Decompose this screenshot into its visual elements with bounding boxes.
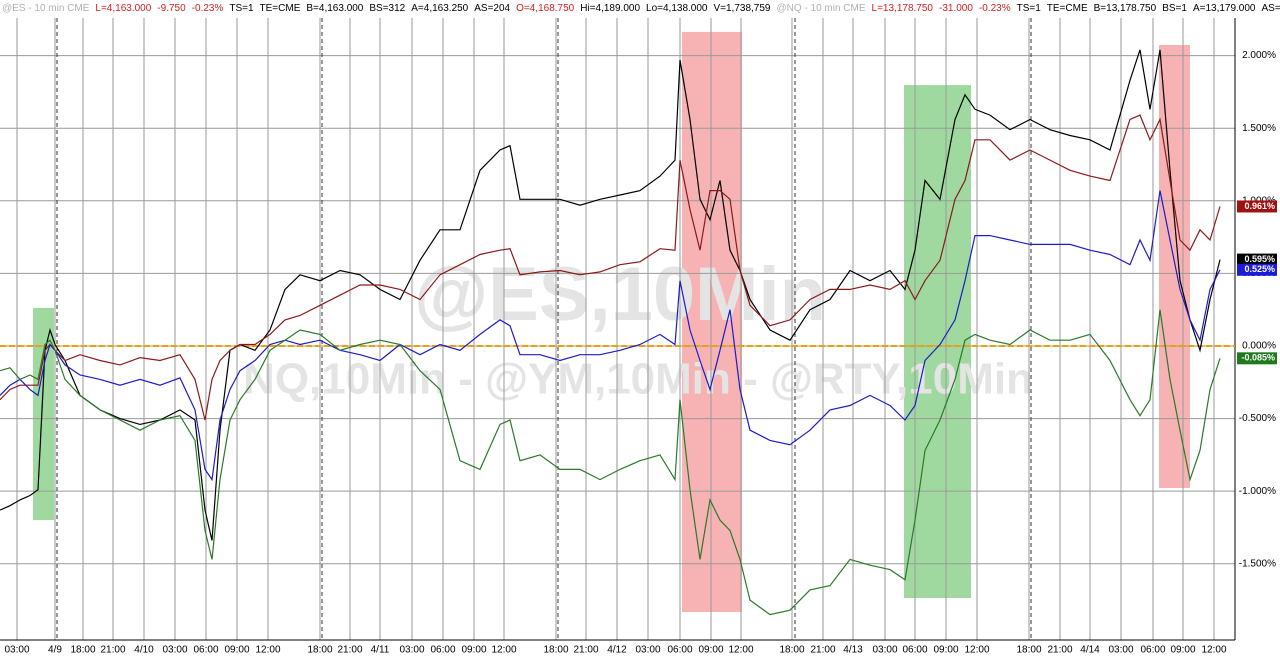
- quote-field: L=4,163.000: [95, 3, 152, 14]
- y-tick-label: 2.000%: [1242, 50, 1276, 61]
- value-label: -0.085%: [1241, 353, 1275, 363]
- x-tick-label: 06:00: [193, 645, 218, 656]
- value-label-box: [1237, 263, 1277, 276]
- x-tick-label: 09:00: [1170, 645, 1195, 656]
- series-line: [0, 114, 1221, 421]
- x-tick-label: 12:00: [964, 645, 989, 656]
- x-tick-label: 03:00: [1108, 645, 1133, 656]
- quote-field: BS=312: [369, 3, 406, 14]
- x-tick-label: 12:00: [255, 645, 280, 656]
- x-tick-label: 18:00: [543, 645, 568, 656]
- x-tick-label: 06:00: [667, 645, 692, 656]
- x-tick-label: 4/9: [48, 645, 62, 656]
- x-tick-label: 4/13: [843, 645, 863, 656]
- y-tick-label: -1.500%: [1239, 558, 1276, 569]
- highlight-zone: [33, 307, 54, 521]
- quote-field: @NQ - 10 min CME: [776, 3, 866, 14]
- x-tick-label: 18:00: [1016, 645, 1041, 656]
- x-tick-label: 09:00: [461, 645, 486, 656]
- quote-field: TE=CME: [259, 3, 301, 14]
- x-tick-label: 21:00: [337, 645, 362, 656]
- x-tick-label: 21:00: [1047, 645, 1072, 656]
- x-tick-label: 21:00: [573, 645, 598, 656]
- quote-field: -31.000: [938, 3, 973, 14]
- x-tick-label: 18:00: [70, 645, 95, 656]
- quote-field: @ES - 10 min CME: [2, 3, 90, 14]
- quote-field: TS=1: [229, 3, 254, 14]
- x-tick-label: 03:00: [635, 645, 660, 656]
- x-tick-label: 06:00: [1140, 645, 1165, 656]
- value-label-box: [1237, 253, 1277, 266]
- quote-field: B=4,163.000: [306, 3, 364, 14]
- x-tick-label: 06:00: [430, 645, 455, 656]
- quote-field: V=1,738,759: [713, 3, 771, 14]
- x-tick-label: 4/11: [371, 645, 390, 656]
- quote-field: B=13,178.750: [1093, 3, 1157, 14]
- x-tick-label: 21:00: [810, 645, 835, 656]
- x-tick-label: 4/10: [134, 645, 154, 656]
- quote-field: -0.23%: [191, 3, 224, 14]
- quote-field: A=4,163.250: [411, 3, 469, 14]
- y-tick-label: 0.000%: [1242, 341, 1276, 352]
- quote-field: Hi=4,189.000: [580, 3, 641, 14]
- value-label-box: [1237, 200, 1277, 213]
- x-tick-label: 12:00: [491, 645, 516, 656]
- quote-field: AS=204: [474, 3, 511, 14]
- quote-field: TS=1: [1016, 3, 1041, 14]
- quote-field: BS=1: [1162, 3, 1187, 14]
- value-label: 0.595%: [1244, 254, 1275, 264]
- quote-field: Lo=4,138.000: [646, 3, 708, 14]
- x-tick-label: 03:00: [399, 645, 424, 656]
- x-tick-label: 03:00: [872, 645, 897, 656]
- watermark: NQ,10Min - @YM,10Min - @RTY,10Min: [243, 355, 1033, 404]
- x-tick-label: 03:00: [4, 645, 29, 656]
- quote-field: O=4,168.750: [516, 3, 575, 14]
- series-line: [0, 49, 1221, 541]
- x-tick-label: 4/14: [1080, 645, 1100, 656]
- x-tick-label: 12:00: [728, 645, 753, 656]
- quote-field: TE=CME: [1046, 3, 1088, 14]
- highlight-zone: [904, 85, 971, 599]
- value-label: 0.525%: [1244, 264, 1275, 274]
- x-tick-label: 03:00: [162, 645, 187, 656]
- x-tick-label: 06:00: [902, 645, 927, 656]
- quote-header: @ES - 10 min CME L=4,163.000 -9.750 -0.23% T…: [0, 0, 1280, 18]
- x-tick-label: 4/12: [607, 645, 627, 656]
- watermark: @ES,10Min: [414, 252, 826, 337]
- quote-field: AS=4: [1261, 3, 1280, 14]
- value-label-box: [1237, 352, 1277, 365]
- series-line: [0, 309, 1221, 616]
- x-tick-label: 09:00: [698, 645, 723, 656]
- x-tick-label: 21:00: [100, 645, 125, 656]
- x-tick-label: 09:00: [933, 645, 958, 656]
- x-tick-label: 18:00: [779, 645, 804, 656]
- highlight-zone: [1159, 45, 1190, 488]
- quote-field: -9.750: [157, 3, 186, 14]
- x-tick-label: 09:00: [224, 645, 249, 656]
- value-label: 0.961%: [1244, 201, 1275, 211]
- x-tick-label: 18:00: [307, 645, 332, 656]
- quote-field: A=13,179.000: [1192, 3, 1256, 14]
- series-line: [0, 190, 1221, 482]
- y-tick-label: 1.500%: [1242, 123, 1276, 134]
- x-tick-label: 12:00: [1201, 645, 1226, 656]
- quote-field: -0.23%: [978, 3, 1011, 14]
- y-tick-label: -1.000%: [1239, 486, 1276, 497]
- y-tick-label: -0.500%: [1239, 413, 1276, 424]
- quote-field: L=13,178.750: [871, 3, 933, 14]
